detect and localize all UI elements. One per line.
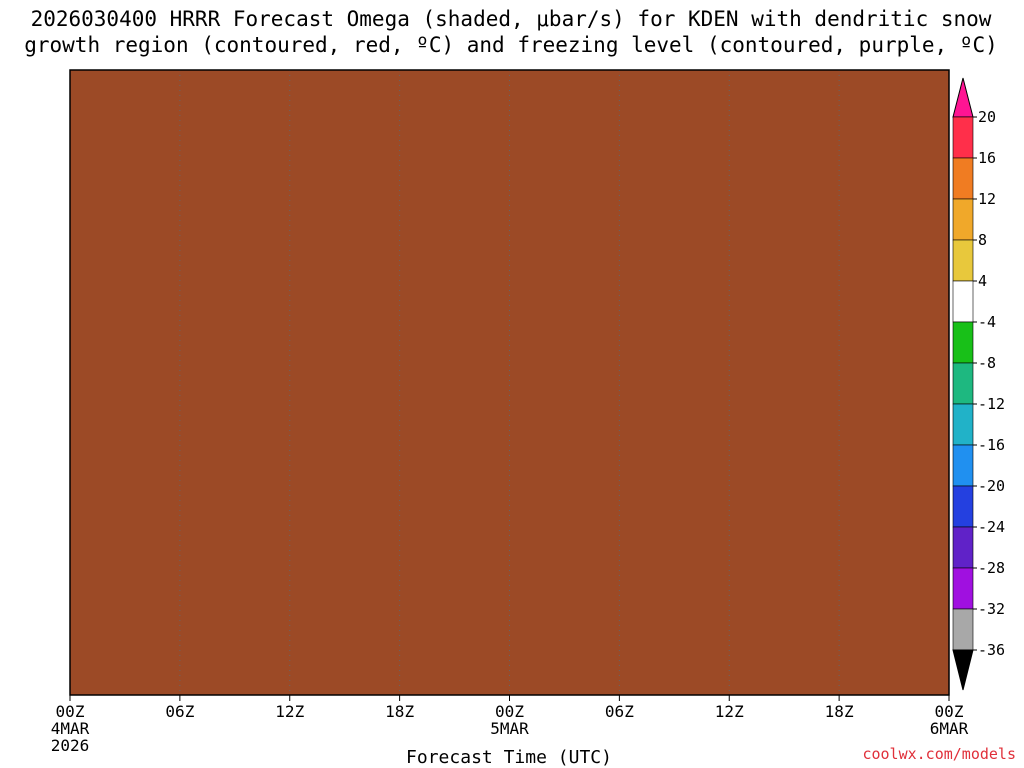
x-tick-label-4: 00Z xyxy=(495,702,524,721)
colorbar-label-4: 4 xyxy=(978,272,987,290)
x-tick-date-0: 4MAR xyxy=(51,719,90,738)
x-tick-label-8: 00Z xyxy=(935,702,964,721)
x-tick-date-8: 6MAR xyxy=(930,719,969,738)
colorbar-top-arrow xyxy=(952,77,974,118)
colorbar-swatch-3 xyxy=(952,239,974,282)
colorbar-swatch-6 xyxy=(952,362,974,405)
x-axis-label: Forecast Time (UTC) xyxy=(406,747,612,768)
colorbar-label-13: -36 xyxy=(978,641,1005,659)
colorbar-label-9: -20 xyxy=(978,477,1005,495)
surface-terrain xyxy=(70,70,949,695)
colorbar-label-8: -16 xyxy=(978,436,1005,454)
colorbar-label-6: -8 xyxy=(978,354,996,372)
chart-title-line2: growth region (contoured, red, ºC) and f… xyxy=(24,33,998,57)
credit-text: coolwx.com/models xyxy=(862,745,1016,763)
grid-lines xyxy=(179,70,840,695)
colorbar-label-3: 8 xyxy=(978,231,987,249)
colorbar-label-1: 16 xyxy=(978,149,996,167)
chart-title-line1: 2026030400 HRRR Forecast Omega (shaded, … xyxy=(31,7,992,31)
colorbar-swatch-7 xyxy=(952,403,974,446)
x-tick-label-1: 06Z xyxy=(165,702,194,721)
x-tick-year-0: 2026 xyxy=(51,736,90,755)
colorbar-swatch-0 xyxy=(952,116,974,159)
x-tick-label-6: 12Z xyxy=(715,702,744,721)
colorbar-label-7: -12 xyxy=(978,395,1005,413)
colorbar-swatch-12 xyxy=(952,608,974,651)
colorbar-label-12: -32 xyxy=(978,600,1005,618)
colorbar-swatch-4 xyxy=(952,280,974,323)
x-tick-label-3: 18Z xyxy=(385,702,414,721)
colorbar-swatch-5 xyxy=(952,321,974,364)
colorbar-legend: 20 16 12 8 4 -4 -8 -12 -16 -20 -24 -28 -32 -36 xyxy=(952,77,1005,691)
surface-fill xyxy=(70,70,949,695)
colorbar-swatch-9 xyxy=(952,485,974,528)
colorbar-bottom-arrow xyxy=(952,649,974,691)
colorbar-swatch-8 xyxy=(952,444,974,487)
colorbar-label-11: -28 xyxy=(978,559,1005,577)
colorbar-label-0: 20 xyxy=(978,108,996,126)
x-tick-date-4: 5MAR xyxy=(490,719,529,738)
colorbar-label-2: 12 xyxy=(978,190,996,208)
colorbar-label-5: -4 xyxy=(978,313,996,331)
plot-border xyxy=(69,69,950,696)
colorbar-label-10: -24 xyxy=(978,518,1005,536)
colorbar-swatch-10 xyxy=(952,526,974,569)
x-tick-label-7: 18Z xyxy=(825,702,854,721)
colorbar-swatch-1 xyxy=(952,157,974,200)
x-tick-label-5: 06Z xyxy=(605,702,634,721)
colorbar-swatch-2 xyxy=(952,198,974,241)
colorbar-swatch-11 xyxy=(952,567,974,610)
x-tick-label-2: 12Z xyxy=(275,702,304,721)
x-tick-label-0: 00Z xyxy=(56,702,85,721)
